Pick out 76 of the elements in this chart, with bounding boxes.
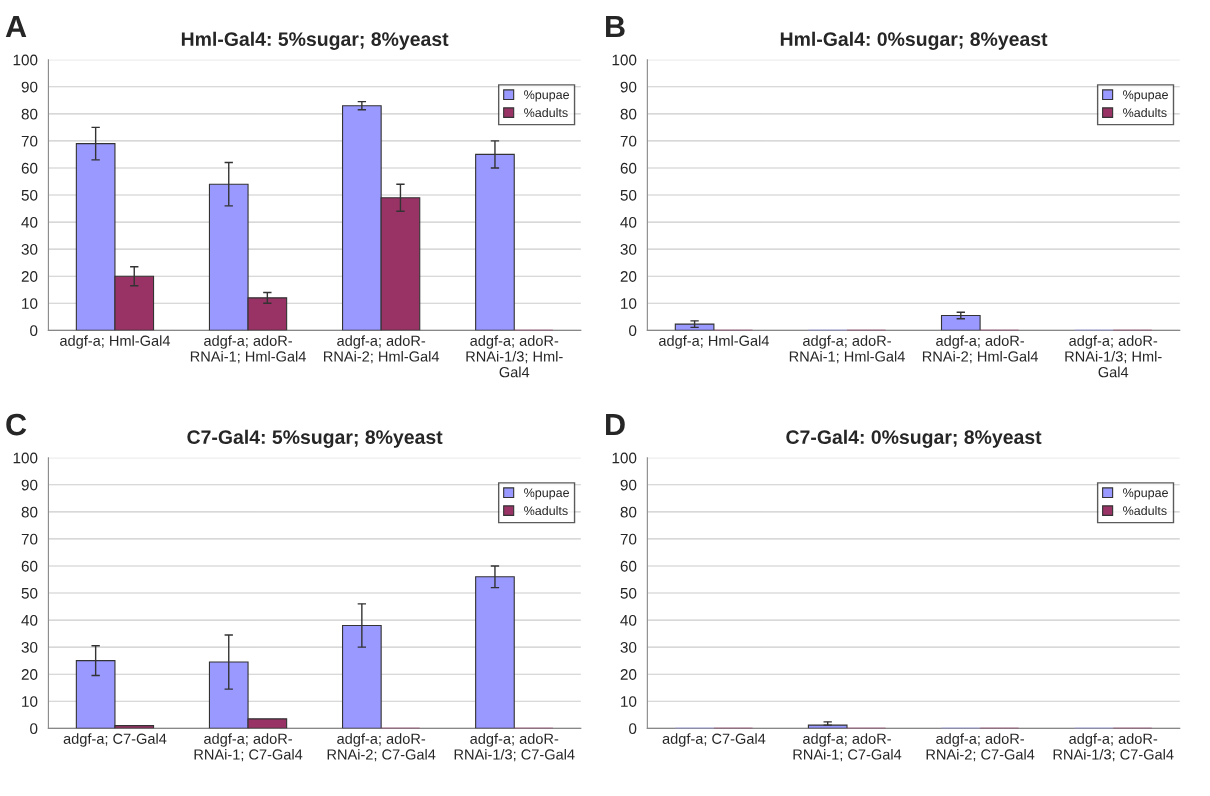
x-tick-label: adgf-a; Hml-Gal4 xyxy=(60,335,171,349)
y-tick-label: 70 xyxy=(21,533,38,545)
legend-label: %adults xyxy=(524,505,568,516)
y-tick-label: 10 xyxy=(22,696,38,707)
y-tick-label: 90 xyxy=(620,479,637,491)
y-tick-label: 60 xyxy=(620,560,637,572)
x-tick-label: adgf-a; adoR- RNAi-1/3; C7-Gal4 xyxy=(454,733,575,762)
chart-title: Hml-Gal4: 5%sugar; 8%yeast xyxy=(181,31,449,50)
y-tick-label: 40 xyxy=(620,614,637,626)
y-tick-label: 10 xyxy=(621,298,637,309)
y-tick-label: 60 xyxy=(21,162,38,174)
y-tick-label: 30 xyxy=(21,642,38,653)
y-tick-label: 80 xyxy=(21,108,38,120)
y-tick-label: 80 xyxy=(620,108,637,120)
x-tick-label: adgf-a; adoR- RNAi-2; Hml-Gal4 xyxy=(922,335,1039,364)
legend-label: %pupae xyxy=(524,488,569,500)
x-tick-label: adgf-a; adoR- RNAi-1; Hml-Gal4 xyxy=(190,335,306,364)
text: A xyxy=(5,16,27,38)
legend-label: %pupae xyxy=(524,90,569,102)
legend-label: %adults xyxy=(1123,107,1167,118)
x-tick-label: adgf-a; adoR- RNAi-2; C7-Gal4 xyxy=(327,733,436,762)
y-tick-label: 0 xyxy=(629,723,637,735)
y-tick-label: 60 xyxy=(21,560,38,572)
y-tick-label: 40 xyxy=(21,216,38,228)
y-tick-label: 70 xyxy=(620,533,637,545)
y-tick-label: 90 xyxy=(620,81,637,93)
y-tick-label: 90 xyxy=(21,479,38,491)
y-tick-label: 100 xyxy=(612,452,637,464)
legend-label: %pupae xyxy=(1123,488,1168,500)
y-tick-label: 100 xyxy=(13,54,38,66)
chart-title: C7-Gal4: 5%sugar; 8%yeast xyxy=(187,429,443,448)
y-tick-label: 20 xyxy=(21,669,38,680)
y-tick-label: 90 xyxy=(21,81,38,93)
y-tick-label: 0 xyxy=(30,723,38,735)
y-tick-label: 50 xyxy=(21,587,38,599)
x-tick-label: adgf-a; adoR- RNAi-1/3; Hml- Gal4 xyxy=(466,335,563,378)
text: D xyxy=(606,414,625,436)
x-tick-label: adgf-a; adoR- RNAi-1/3; Hml- Gal4 xyxy=(1065,335,1162,378)
y-tick-label: 20 xyxy=(21,271,38,282)
y-tick-label: 80 xyxy=(21,506,38,518)
x-tick-label: adgf-a; C7-Gal4 xyxy=(63,733,167,747)
x-tick-label: adgf-a; adoR- RNAi-2; C7-Gal4 xyxy=(926,733,1035,762)
y-tick-label: 20 xyxy=(620,271,637,282)
x-tick-label: adgf-a; adoR- RNAi-1; C7-Gal4 xyxy=(793,733,902,762)
x-tick-label: adgf-a; Hml-Gal4 xyxy=(659,335,769,349)
x-tick-label: adgf-a; adoR- RNAi-1; Hml-Gal4 xyxy=(789,335,905,364)
y-tick-label: 30 xyxy=(21,244,38,255)
legend-label: %adults xyxy=(1123,505,1167,516)
y-tick-label: 40 xyxy=(21,614,38,626)
x-tick-label: adgf-a; adoR- RNAi-1/3; C7-Gal4 xyxy=(1053,733,1174,762)
text: C xyxy=(6,413,27,436)
text: B xyxy=(606,16,625,38)
y-tick-label: 40 xyxy=(620,216,637,228)
y-tick-label: 20 xyxy=(620,669,637,680)
y-tick-label: 30 xyxy=(620,642,637,653)
y-tick-label: 0 xyxy=(30,325,38,337)
y-tick-label: 10 xyxy=(621,696,637,707)
y-tick-label: 50 xyxy=(620,189,637,201)
x-tick-label: adgf-a; C7-Gal4 xyxy=(662,733,766,747)
y-tick-label: 70 xyxy=(21,135,38,147)
y-tick-label: 10 xyxy=(22,298,38,309)
y-tick-label: 80 xyxy=(620,506,637,518)
legend-label: %adults xyxy=(524,107,568,118)
y-tick-label: 50 xyxy=(620,587,637,599)
x-tick-label: adgf-a; adoR- RNAi-1; C7-Gal4 xyxy=(194,733,303,762)
y-tick-label: 70 xyxy=(620,135,637,147)
y-tick-label: 100 xyxy=(612,54,637,66)
y-tick-label: 100 xyxy=(13,452,38,464)
legend-label: %pupae xyxy=(1123,90,1168,102)
x-tick-label: adgf-a; adoR- RNAi-2; Hml-Gal4 xyxy=(324,335,440,364)
y-tick-label: 60 xyxy=(620,162,637,174)
chart-title: Hml-Gal4: 0%sugar; 8%yeast xyxy=(780,31,1048,50)
y-tick-label: 30 xyxy=(620,244,637,255)
y-tick-label: 50 xyxy=(21,189,38,201)
y-tick-label: 0 xyxy=(629,325,637,337)
chart-title: C7-Gal4: 0%sugar; 8%yeast xyxy=(786,429,1042,448)
